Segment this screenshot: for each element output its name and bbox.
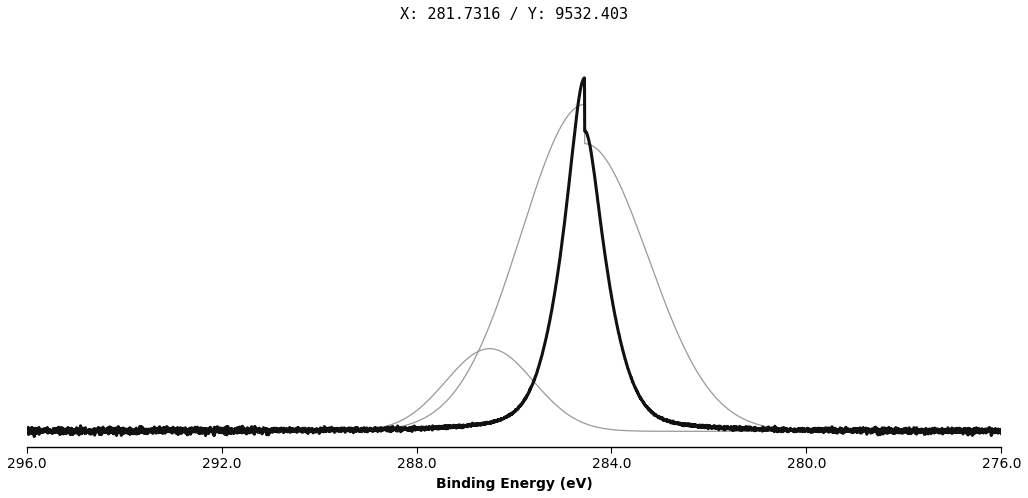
Title: X: 281.7316 / Y: 9532.403: X: 281.7316 / Y: 9532.403 [400, 7, 628, 22]
X-axis label: Binding Energy (eV): Binding Energy (eV) [436, 477, 592, 491]
